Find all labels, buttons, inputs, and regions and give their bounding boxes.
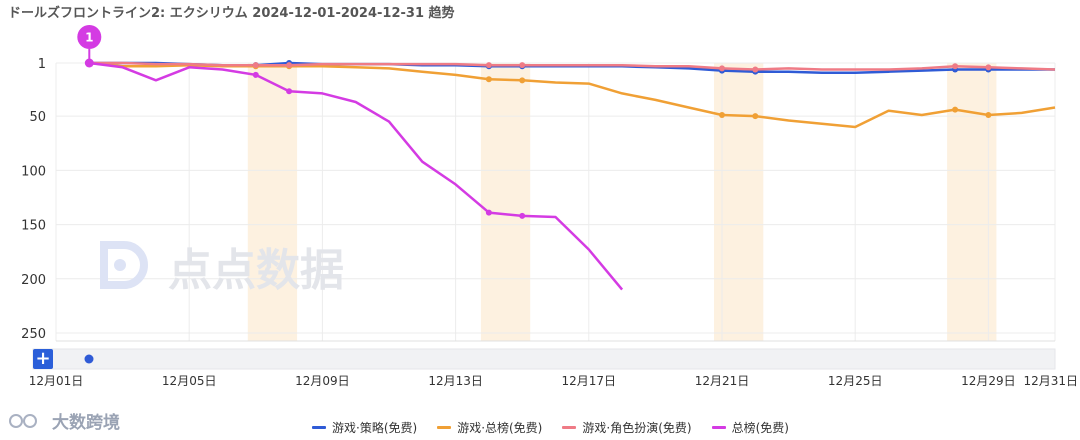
x-tick-label: 12月13日 [428,374,483,388]
x-tick-label: 12月21日 [695,374,750,388]
chart-legend: 游戏·策略(免费) 游戏·总榜(免费) 游戏·角色扮演(免费) 总榜(免费) [312,419,789,436]
x-tick-label: 12月31日 [1023,374,1078,388]
y-tick-label: 50 [29,110,46,125]
highlight-band [947,63,997,341]
data-point[interactable] [752,66,759,73]
legend-swatch [711,426,726,429]
annotation-pin: 1 [77,25,102,68]
x-tick-label: 12月09日 [295,374,350,388]
chart-grid [55,62,1056,342]
footer-brand-text: 大数跨境 [52,413,120,433]
data-point[interactable] [752,113,759,120]
footer-brand: 大数跨境 [8,408,120,433]
watermark-text: 点点数据 [168,245,344,296]
zoom-add-button[interactable]: + [33,349,53,369]
data-point[interactable] [485,209,492,216]
x-axis: 12月01日 12月05日 12月09日 12月13日 12月17日 12月21日 12月2… [29,374,1078,388]
data-point[interactable] [485,62,492,69]
x-tick-label: 12月01日 [29,374,84,388]
data-point[interactable] [519,212,526,219]
y-tick-label: 1 [38,57,46,72]
data-point[interactable] [985,64,992,71]
data-point[interactable] [952,106,959,113]
legend-label: 游戏·角色扮演(免费) [582,421,692,435]
data-point[interactable] [286,62,293,69]
legend-swatch [437,426,452,429]
x-tick-label: 12月25日 [828,374,883,388]
data-point[interactable] [286,88,293,95]
series-points [86,60,992,219]
legend-item-overall[interactable]: 游戏·总榜(免费) [437,419,542,436]
legend-item-rpg[interactable]: 游戏·角色扮演(免费) [562,419,692,436]
y-tick-label: 100 [21,164,46,179]
data-point[interactable] [519,77,526,84]
highlight-band [714,63,764,341]
brand-icon [9,413,37,428]
x-tick-label: 12月05日 [162,374,217,388]
slider-handle[interactable] [84,354,94,364]
data-point[interactable] [952,63,959,70]
data-point[interactable] [719,65,725,72]
chart-title: ドールズフロントライン2: エクシリウム 2024-12-01-2024-12-… [8,6,455,21]
legend-swatch [562,426,577,429]
legend-label: 游戏·总榜(免费) [457,421,543,435]
highlight-band [480,63,531,341]
y-tick-label: 250 [21,327,46,342]
data-point[interactable] [252,62,259,69]
legend-item-grossing[interactable]: 总榜(免费) [711,419,789,436]
legend-item-strategy[interactable]: 游戏·策略(免费) [312,419,417,436]
x-tick-label: 12月29日 [961,374,1016,388]
y-tick-label: 150 [21,219,46,234]
data-point[interactable] [985,112,992,119]
annotation-label: 1 [85,31,93,45]
x-tick-label: 12月17日 [562,374,617,388]
legend-label: 游戏·策略(免费) [332,421,418,435]
annotation-dot [84,58,94,68]
data-point[interactable] [485,76,492,83]
series-line[interactable] [89,61,624,291]
legend-label: 总榜(免费) [731,421,789,435]
range-slider[interactable] [32,348,1056,370]
data-point[interactable] [719,112,725,119]
data-point[interactable] [252,71,259,78]
annotation-bubble [77,25,102,49]
highlight-band [247,63,298,341]
watermark-logo: 点点数据 [100,241,344,296]
legend-swatch [312,426,326,429]
data-point[interactable] [519,62,526,69]
y-tick-label: 200 [21,273,46,288]
series-lines [89,61,1056,291]
series-line[interactable] [89,61,1056,71]
